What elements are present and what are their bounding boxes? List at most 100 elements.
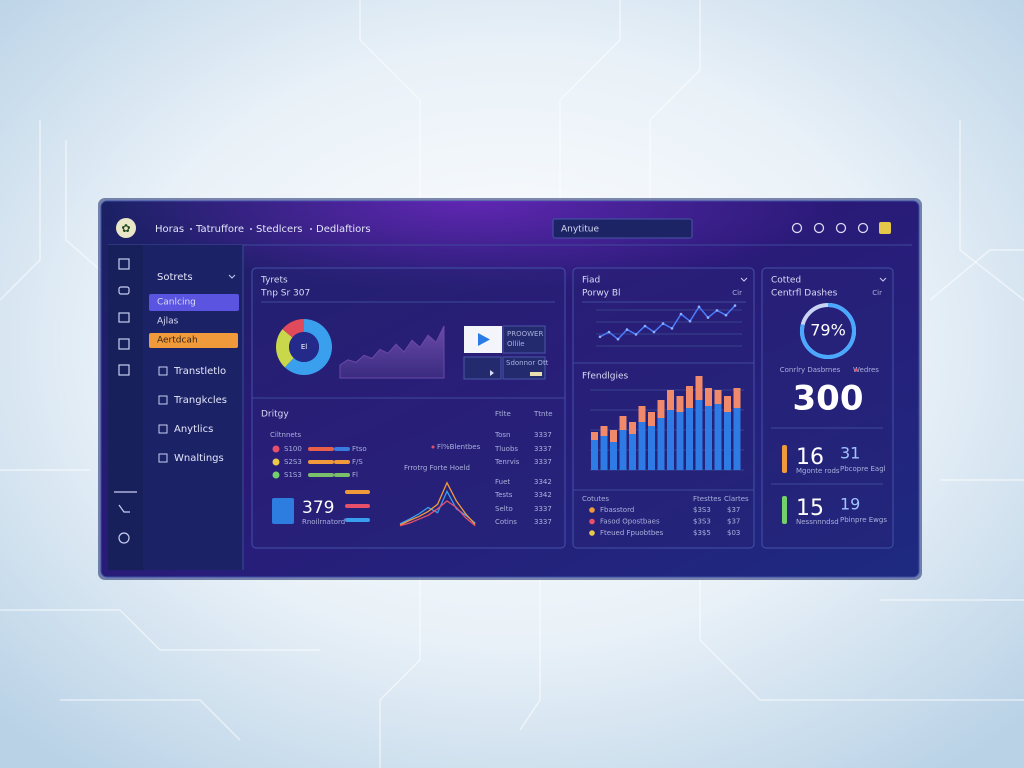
total-value: 300 xyxy=(793,379,864,419)
nav-item[interactable]: Anytlics xyxy=(174,424,213,435)
legend-label: S1S3 xyxy=(284,471,302,479)
nav-icon xyxy=(158,453,168,463)
video-line: Ollile xyxy=(507,340,525,348)
panel xyxy=(761,267,894,549)
stat-label: Mgonte rods xyxy=(796,467,840,475)
nav-section: Sotrets xyxy=(157,272,193,283)
bar-segment xyxy=(667,410,674,470)
line-chart xyxy=(599,305,736,341)
legend-value: Fl xyxy=(352,471,358,479)
line-point xyxy=(625,328,629,331)
row-value: $3S3 xyxy=(693,506,711,514)
row-value: $37 xyxy=(727,518,740,526)
line-point xyxy=(688,319,692,323)
nav-item[interactable]: Wnaltings xyxy=(174,453,224,464)
icon[interactable] xyxy=(118,258,130,270)
logo xyxy=(116,218,136,238)
trend-title: Frrotrg Forte Hoeld xyxy=(404,464,470,472)
legend-value: Ftso xyxy=(352,445,367,453)
trend-line xyxy=(399,500,476,527)
row-dot xyxy=(589,518,595,525)
gauge-label: 79% xyxy=(810,321,846,340)
bar-segment xyxy=(619,430,627,470)
breadcrumb[interactable]: Stedlcers xyxy=(256,224,303,235)
legend-dot xyxy=(272,445,280,453)
panel-dividers xyxy=(252,301,883,491)
bar-segment xyxy=(619,416,627,430)
bar-segment xyxy=(648,412,655,426)
icon[interactable] xyxy=(118,532,130,544)
bar-segment xyxy=(676,396,684,412)
breadcrumb[interactable]: Tatruffore xyxy=(195,224,244,235)
row-value: 3337 xyxy=(534,505,552,513)
nav-item[interactable]: Canlcing xyxy=(157,298,196,308)
row-value: $3$5 xyxy=(693,529,711,537)
donut-label: El xyxy=(301,343,307,351)
icon[interactable] xyxy=(118,312,130,323)
row-value: $03 xyxy=(727,529,740,537)
nav-item[interactable]: Aertdcah xyxy=(157,336,198,346)
icon[interactable] xyxy=(857,222,869,234)
icon[interactable] xyxy=(118,338,130,350)
icon[interactable] xyxy=(118,286,130,295)
nav-active[interactable] xyxy=(149,294,239,311)
column-header: Ftlte xyxy=(495,410,511,418)
panel-title: Tyrets xyxy=(260,276,288,286)
row-value: $37 xyxy=(727,506,740,514)
row-label: Fteued Fpuobtbes xyxy=(600,529,664,537)
row-label: Tosn xyxy=(494,431,510,439)
nav-item[interactable]: Ajlas xyxy=(157,317,179,327)
section-title: Ffendlgies xyxy=(582,372,629,382)
breadcrumb[interactable]: Horas xyxy=(155,224,184,235)
gauge-caption: Conrlry Dasbrnes xyxy=(780,366,841,374)
icon[interactable] xyxy=(118,504,130,513)
play-icon[interactable] xyxy=(478,333,490,346)
note: Fl%Blentbes xyxy=(437,443,481,451)
bar-segment xyxy=(667,390,674,410)
line-point xyxy=(679,312,683,316)
stat-label: Nessnnndsd xyxy=(796,518,839,526)
icon[interactable] xyxy=(791,222,803,234)
bar-segment xyxy=(600,436,608,470)
row-value: $3S3 xyxy=(693,518,711,526)
stat-side: 19 xyxy=(840,495,860,514)
stat-bar xyxy=(782,496,787,524)
nav-icon xyxy=(158,366,168,376)
icon[interactable] xyxy=(835,222,847,234)
search-box[interactable] xyxy=(552,218,693,239)
row-label: Selto xyxy=(495,505,513,513)
row-label: Tluobs xyxy=(494,445,518,453)
bar-segment xyxy=(629,422,636,434)
metric-value: 379 xyxy=(302,498,334,518)
trend-line xyxy=(399,481,476,526)
row-dot xyxy=(589,530,595,536)
breadcrumb[interactable]: Dedlaftiors xyxy=(316,224,371,235)
panel-title: Cotted xyxy=(771,276,801,286)
separator xyxy=(190,228,192,230)
panel-subtitle: Centrfl Dashes xyxy=(771,289,838,299)
line-point xyxy=(598,335,602,339)
stat-side-label: Pbinpre Ewgs xyxy=(840,516,887,524)
nav-item[interactable]: Trangkcles xyxy=(173,395,227,406)
nav-item[interactable]: Transtletlo xyxy=(173,366,226,377)
legend-dot xyxy=(272,471,280,479)
row-label: Fuet xyxy=(495,478,510,486)
logo-mark: ✿ xyxy=(121,222,130,235)
column-header: Ftesttes xyxy=(693,495,722,503)
header-icons xyxy=(791,222,869,234)
bar-segment xyxy=(676,412,684,470)
panel-action: Cir xyxy=(872,289,882,297)
legend-bar xyxy=(308,473,334,477)
bar-segment xyxy=(591,432,598,440)
icon[interactable] xyxy=(813,222,825,234)
row-value: 3342 xyxy=(534,478,552,486)
bar-segment xyxy=(610,430,617,442)
mini-bar xyxy=(345,504,370,508)
icon[interactable] xyxy=(118,364,130,376)
nav-highlight[interactable] xyxy=(149,333,238,348)
panel xyxy=(251,267,566,549)
column-header: Clartes xyxy=(724,495,749,503)
avatar[interactable] xyxy=(879,222,891,234)
